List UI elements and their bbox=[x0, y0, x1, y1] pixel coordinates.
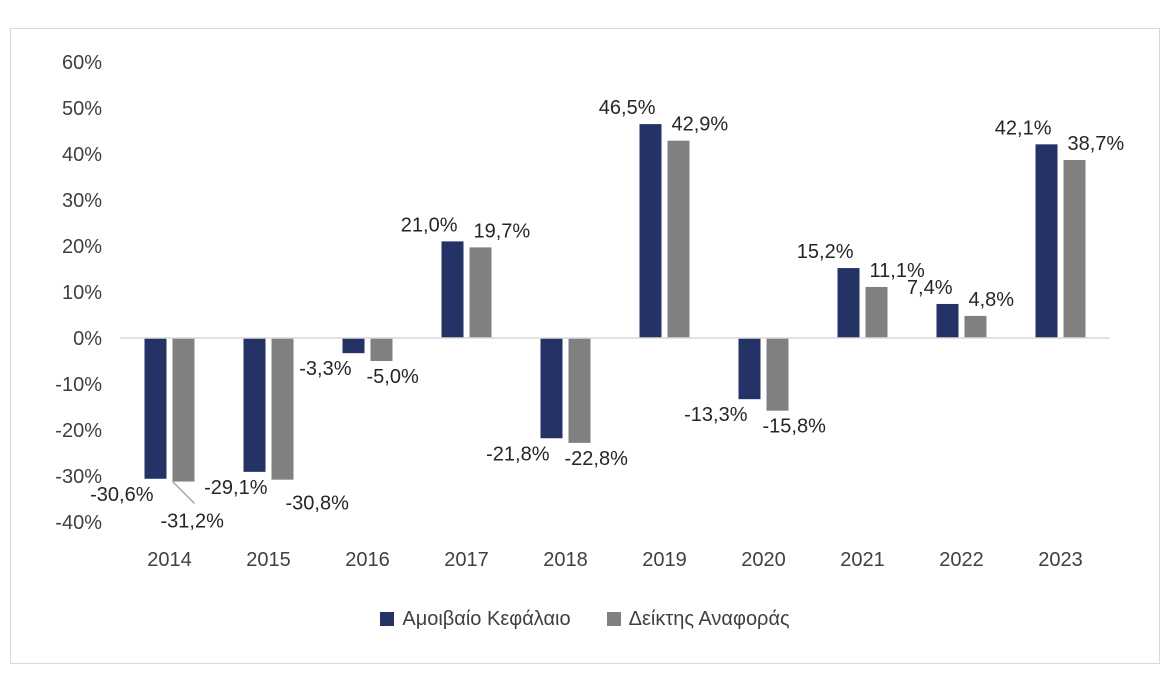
data-label: 11,1% bbox=[870, 260, 925, 282]
data-label: 42,1% bbox=[995, 117, 1052, 139]
bar-benchmark-2014 bbox=[172, 338, 195, 482]
data-label: -21,8% bbox=[486, 443, 550, 465]
y-tick-label: -40% bbox=[55, 512, 102, 534]
data-label: -15,8% bbox=[763, 416, 827, 438]
x-tick-label: 2018 bbox=[543, 549, 588, 571]
x-tick-label: 2016 bbox=[345, 549, 390, 571]
data-label: -30,6% bbox=[90, 484, 154, 506]
data-label: 21,0% bbox=[401, 214, 458, 236]
legend-label-benchmark: Δείκτης Αναφοράς bbox=[628, 607, 790, 630]
y-tick-label: 0% bbox=[73, 328, 102, 350]
data-label: -22,8% bbox=[565, 448, 629, 470]
bar-benchmark-2016 bbox=[370, 338, 393, 361]
legend-label-fund: Αμοιβαίο Κεφάλαιο bbox=[402, 607, 571, 630]
x-tick-label: 2023 bbox=[1038, 549, 1083, 571]
y-tick-label: 40% bbox=[62, 144, 102, 166]
legend-item-fund: Αμοιβαίο Κεφάλαιο bbox=[380, 607, 571, 631]
bar-chart: 60% 50% 40% 30% 20% 10% 0% -10% -20% -30% -40% 201… bbox=[55, 52, 1124, 571]
y-tick-label: 10% bbox=[62, 282, 102, 304]
x-tick-label: 2021 bbox=[840, 549, 885, 571]
y-axis-ticks: 60% 50% 40% 30% 20% 10% 0% -10% -20% -30% -40% bbox=[55, 52, 102, 534]
bar-fund-2017 bbox=[441, 241, 464, 338]
bar-benchmark-2022 bbox=[964, 315, 987, 338]
bar-fund-2022 bbox=[936, 303, 959, 338]
bar-benchmark-2020 bbox=[766, 338, 789, 411]
bar-fund-2016 bbox=[342, 338, 365, 354]
data-label: -30,8% bbox=[286, 493, 350, 515]
bar-benchmark-2023 bbox=[1063, 159, 1086, 338]
bar-fund-2014 bbox=[144, 338, 167, 479]
label-leader-line bbox=[171, 480, 196, 505]
y-tick-label: -20% bbox=[55, 420, 102, 442]
data-label: 38,7% bbox=[1068, 133, 1125, 155]
legend: Αμοιβαίο Κεφάλαιο Δείκτης Αναφοράς bbox=[0, 604, 1170, 634]
y-tick-label: 30% bbox=[62, 190, 102, 212]
bar-fund-2020 bbox=[738, 338, 761, 400]
legend-swatch-fund bbox=[380, 612, 395, 626]
bar-benchmark-2021 bbox=[865, 286, 888, 338]
x-tick-label: 2019 bbox=[642, 549, 687, 571]
y-tick-label: 50% bbox=[62, 98, 102, 120]
legend-swatch-benchmark bbox=[606, 612, 621, 626]
data-label: 7,4% bbox=[907, 277, 953, 299]
bar-fund-2018 bbox=[540, 338, 563, 439]
data-label: 42,9% bbox=[672, 114, 729, 136]
y-tick-label: 20% bbox=[62, 236, 102, 258]
y-tick-label: -30% bbox=[55, 466, 102, 488]
x-tick-label: 2015 bbox=[246, 549, 291, 571]
data-label: -31,2% bbox=[161, 511, 225, 533]
data-label: -3,3% bbox=[299, 358, 351, 380]
legend-item-benchmark: Δείκτης Αναφοράς bbox=[606, 607, 790, 631]
y-tick-label: 60% bbox=[62, 52, 102, 74]
data-label: -5,0% bbox=[367, 366, 419, 388]
y-tick-label: -10% bbox=[55, 374, 102, 396]
x-axis-ticks: 2014 2015 2016 2017 2018 2019 2020 2021 2022 2023 bbox=[147, 549, 1083, 571]
bar-benchmark-2019 bbox=[667, 140, 690, 338]
data-label: 19,7% bbox=[474, 220, 531, 242]
x-tick-label: 2020 bbox=[741, 549, 786, 571]
data-labels: -30,6% -31,2% -29,1% -30,8% -3,3% -5,0% 21,0% 1… bbox=[90, 97, 1124, 532]
x-tick-label: 2017 bbox=[444, 549, 489, 571]
bar-fund-2023 bbox=[1035, 144, 1058, 338]
data-label: 4,8% bbox=[969, 289, 1015, 311]
bar-fund-2019 bbox=[639, 124, 662, 338]
data-label: 15,2% bbox=[797, 241, 854, 263]
data-label: 46,5% bbox=[599, 97, 656, 119]
x-tick-label: 2014 bbox=[147, 549, 192, 571]
bar-benchmark-2017 bbox=[469, 247, 492, 338]
x-tick-label: 2022 bbox=[939, 549, 984, 571]
bars bbox=[144, 124, 1086, 482]
bar-fund-2021 bbox=[837, 268, 860, 338]
data-label: -29,1% bbox=[204, 477, 268, 499]
bar-fund-2015 bbox=[243, 338, 266, 472]
data-label: -13,3% bbox=[684, 404, 748, 426]
bar-benchmark-2018 bbox=[568, 338, 591, 443]
bar-benchmark-2015 bbox=[271, 338, 294, 480]
